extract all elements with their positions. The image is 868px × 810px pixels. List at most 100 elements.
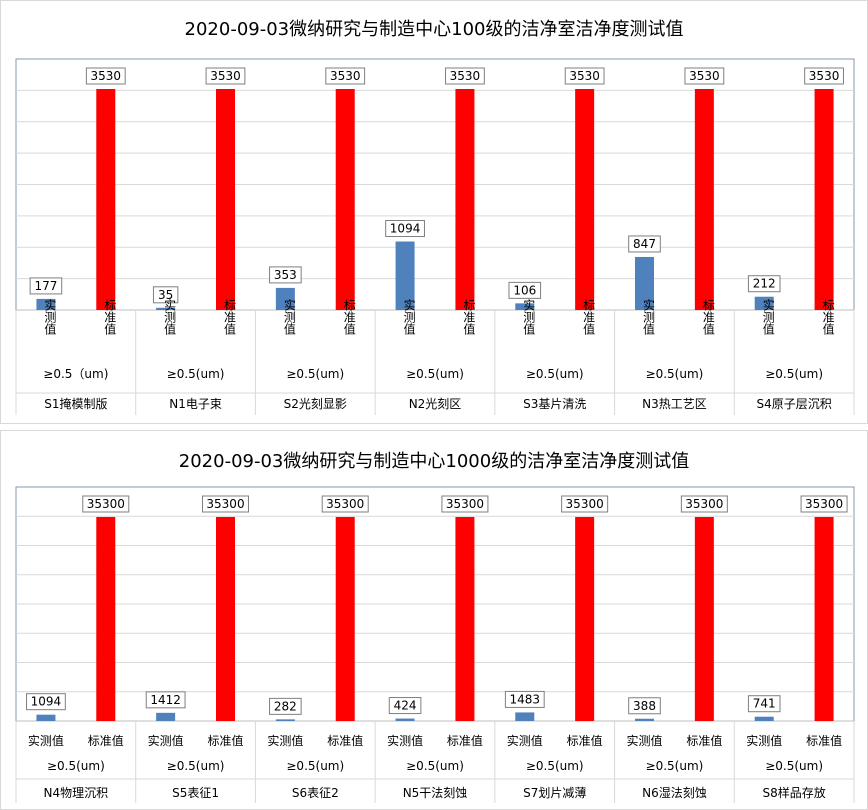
bar-standard xyxy=(814,89,834,310)
data-label-box xyxy=(508,281,542,299)
particle-size-label: ≥0.5(um) xyxy=(167,367,225,381)
category-label: N5干法刻蚀 xyxy=(403,786,468,800)
data-label: 847 xyxy=(633,237,656,251)
series-label: 标准值 xyxy=(447,733,483,748)
category-label: S2光刻显影 xyxy=(284,397,347,411)
data-label: 35300 xyxy=(326,497,364,511)
particle-size-label: ≥0.5(um) xyxy=(765,367,823,381)
series-label: 实测值 xyxy=(163,298,177,336)
data-label: 177 xyxy=(34,279,57,293)
series-label: 标准值 xyxy=(806,733,842,748)
data-label-box xyxy=(445,67,485,85)
particle-size-label: ≥0.5(um) xyxy=(47,759,105,773)
bar-standard xyxy=(814,517,834,721)
chart-title: 2020-09-03微纳研究与制造中心1000级的洁净室洁净度测试值 xyxy=(178,451,690,472)
series-label: 实测值 xyxy=(626,733,662,748)
bar-standard xyxy=(216,89,235,310)
data-label-box xyxy=(628,235,661,253)
particle-size-label: ≥0.5(um) xyxy=(167,759,225,773)
data-label: 3530 xyxy=(450,69,481,83)
series-label: 实测值 xyxy=(402,298,416,336)
data-label-box xyxy=(747,695,781,713)
series-label: 标准值 xyxy=(686,733,722,748)
particle-size-label: ≥0.5(um) xyxy=(406,759,464,773)
category-label: N6湿法刻蚀 xyxy=(642,785,707,800)
data-label: 1483 xyxy=(510,692,541,706)
data-label: 424 xyxy=(394,699,417,713)
data-label: 35300 xyxy=(566,497,604,511)
series-label: 实测值 xyxy=(148,733,184,748)
data-label: 1094 xyxy=(390,222,421,236)
data-label: 35 xyxy=(158,288,173,302)
category-label: S4原子层沉积 xyxy=(757,397,832,411)
data-label-box xyxy=(321,495,369,513)
series-label: 实测值 xyxy=(746,733,782,748)
bar-standard xyxy=(96,517,116,721)
data-label: 3530 xyxy=(91,69,122,83)
data-label: 282 xyxy=(274,699,297,713)
data-label-box xyxy=(628,697,661,715)
series-label: 标准值 xyxy=(103,299,117,336)
bar-measured xyxy=(275,287,295,310)
particle-size-label: ≥0.5(um) xyxy=(526,759,584,773)
series-label: 实测值 xyxy=(43,298,57,336)
data-label-box xyxy=(145,691,186,709)
particle-size-label: ≥0.5（um) xyxy=(43,367,108,381)
category-label: S3基片清洗 xyxy=(523,397,586,411)
bar-standard xyxy=(575,517,595,721)
bar-measured xyxy=(36,298,56,310)
particle-size-label: ≥0.5(um) xyxy=(646,367,704,381)
data-label-box xyxy=(26,693,66,711)
category-label: N1电子束 xyxy=(169,397,222,411)
data-label: 1094 xyxy=(31,695,62,709)
data-label-box xyxy=(561,495,609,513)
bar-standard xyxy=(96,89,116,310)
bar-standard xyxy=(455,89,475,310)
data-label-box xyxy=(804,67,844,85)
bar-standard xyxy=(694,89,714,310)
data-label-box xyxy=(325,67,366,85)
chart-panel-1000: 2020-09-03微纳研究与制造中心1000级的洁净室洁净度测试值 1094 实… xyxy=(0,430,868,810)
data-label-box xyxy=(269,697,302,715)
series-label: 实测值 xyxy=(282,298,296,336)
data-label-box xyxy=(747,275,781,293)
particle-size-label: ≥0.5(um) xyxy=(406,367,464,381)
data-label: 106 xyxy=(513,283,536,297)
data-label: 35300 xyxy=(446,497,484,511)
category-label: S1掩模制版 xyxy=(44,397,107,411)
series-label: 实测值 xyxy=(28,733,64,748)
bar-measured xyxy=(635,256,654,310)
data-label: 3530 xyxy=(569,69,600,83)
bar-standard xyxy=(575,89,595,310)
data-label-box xyxy=(564,67,605,85)
category-label: N2光刻区 xyxy=(409,397,462,411)
particle-size-label: ≥0.5(um) xyxy=(646,759,704,773)
data-label: 353 xyxy=(274,268,297,282)
data-label: 3530 xyxy=(689,69,720,83)
data-label-box xyxy=(441,495,489,513)
series-label: 标准值 xyxy=(582,299,596,336)
series-label: 标准值 xyxy=(88,733,124,748)
data-label-box xyxy=(205,67,246,85)
data-label-box xyxy=(85,67,126,85)
bar-measured xyxy=(156,712,176,721)
data-label: 35300 xyxy=(685,497,723,511)
category-label: S5表征1 xyxy=(172,786,219,800)
series-label: 标准值 xyxy=(567,733,603,748)
category-label: S6表征2 xyxy=(292,786,339,800)
bar-measured xyxy=(156,307,176,310)
data-label: 1412 xyxy=(150,693,181,707)
series-label: 实测值 xyxy=(761,298,775,336)
data-label-box xyxy=(152,286,179,304)
category-label: S8样品存放 xyxy=(763,785,826,800)
particle-size-label: ≥0.5(um) xyxy=(286,759,344,773)
bar-measured xyxy=(754,716,774,721)
series-label: 实测值 xyxy=(522,298,536,336)
data-label: 388 xyxy=(633,699,656,713)
data-label-box xyxy=(800,495,848,513)
bar-measured xyxy=(395,241,415,310)
data-label: 3530 xyxy=(809,69,840,83)
data-label: 35300 xyxy=(87,497,125,511)
chart-panel-100: 2020-09-03微纳研究与制造中心100级的洁净室洁净度测试值 177 实测值… xyxy=(0,0,868,424)
data-label: 35300 xyxy=(206,497,244,511)
